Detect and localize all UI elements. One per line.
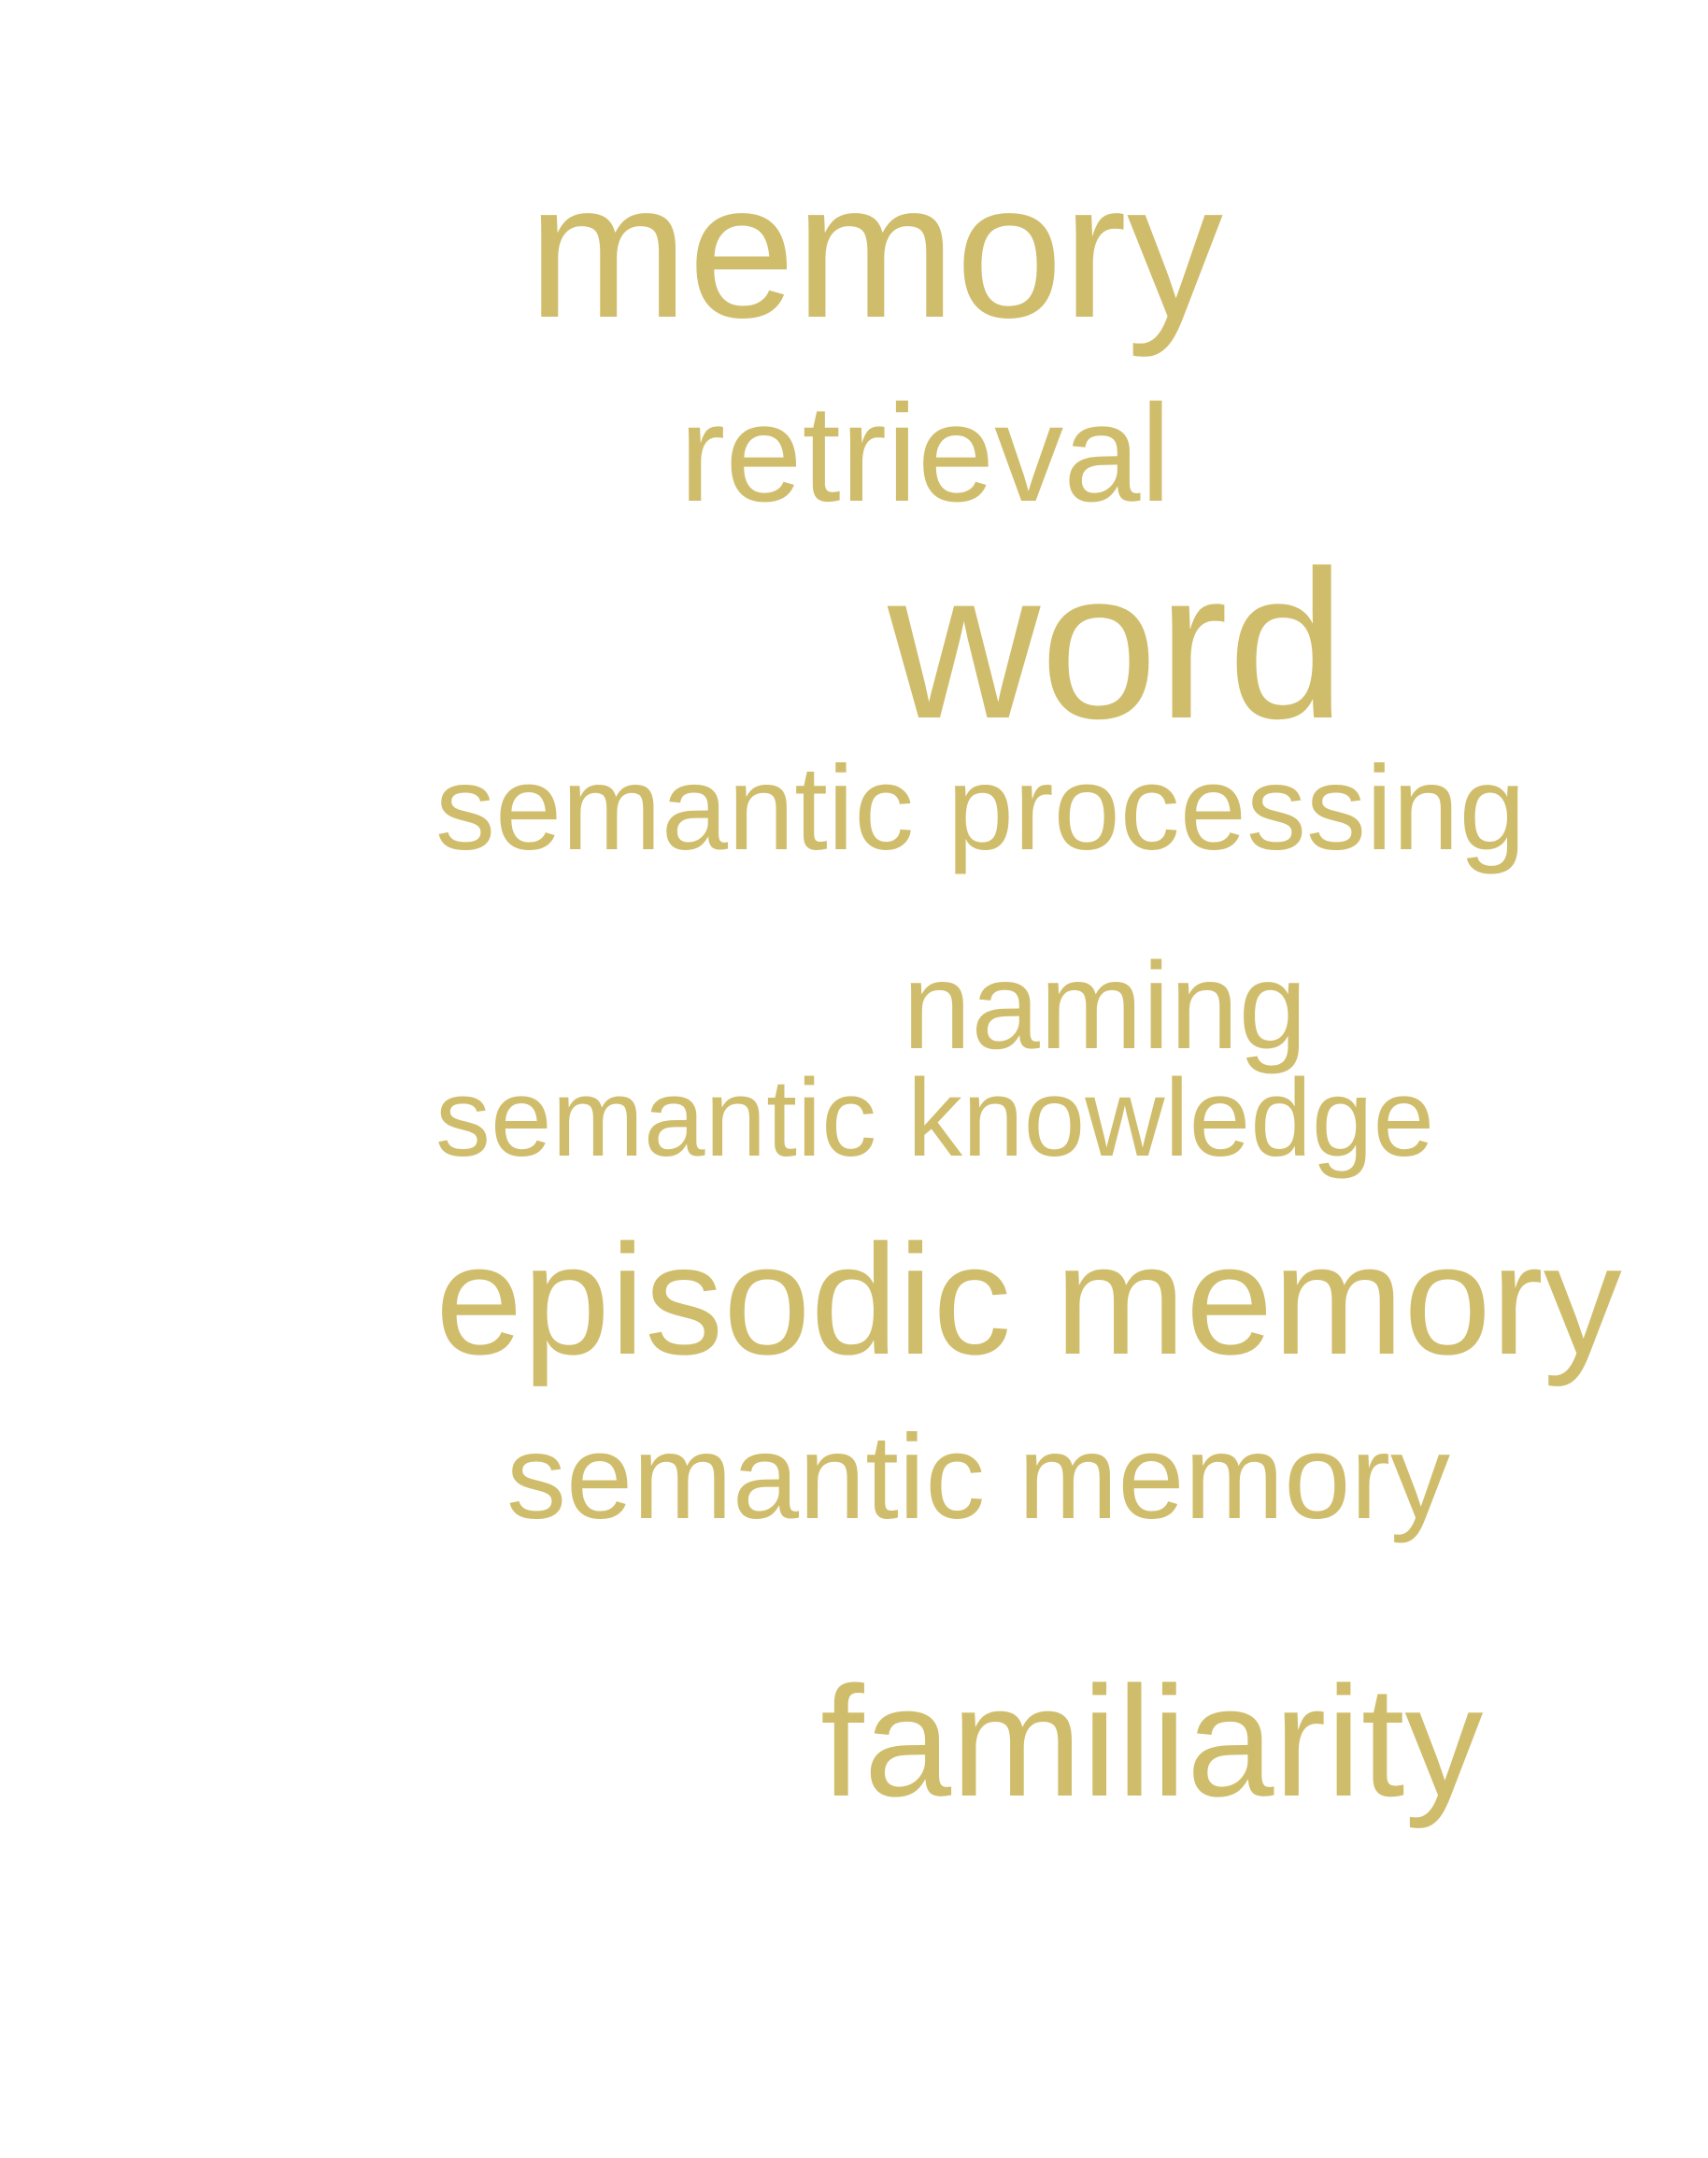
word-word: word xyxy=(888,526,1345,762)
word-semantic-processing: semantic processing xyxy=(435,742,1526,875)
word-semantic-knowledge: semantic knowledge xyxy=(435,1057,1435,1180)
word-semantic-memory: semantic memory xyxy=(506,1411,1450,1544)
word-episodic-memory: episodic memory xyxy=(435,1212,1622,1387)
word-retrieval: retrieval xyxy=(679,376,1172,531)
word-familiarity: familiarity xyxy=(820,1654,1484,1829)
word-naming: naming xyxy=(903,937,1307,1074)
word-memory: memory xyxy=(528,143,1223,358)
